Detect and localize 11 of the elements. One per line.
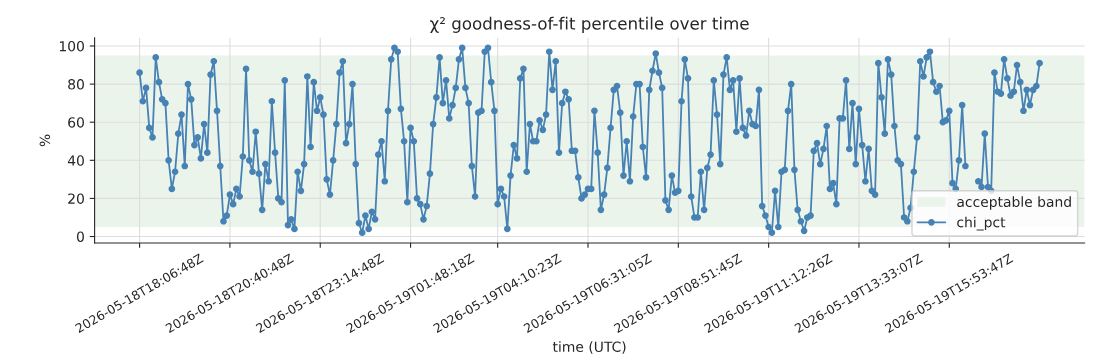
band-label: acceptable band <box>957 196 1071 210</box>
chart-title: χ² goodness-of-fit percentile over time <box>430 16 749 33</box>
y-axis-title: % <box>39 134 51 147</box>
y-tick-label: 80 <box>68 79 84 90</box>
y-tick-label: 40 <box>67 155 84 166</box>
y-tick-label: 60 <box>68 117 84 128</box>
y-tick-label: 100 <box>59 40 84 52</box>
legend-label: chi_pct <box>957 216 1006 231</box>
x-axis-title: time (UTC) <box>552 341 626 354</box>
y-tick-label: 0 <box>76 231 84 242</box>
y-tick-label: 20 <box>68 193 84 204</box>
